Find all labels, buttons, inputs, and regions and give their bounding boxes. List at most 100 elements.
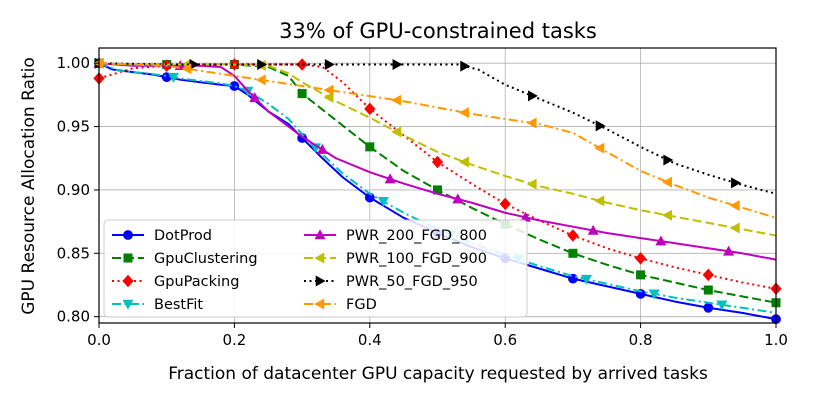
series-line [98, 62, 777, 237]
x-tick-label: 0.4 [358, 331, 382, 349]
x-tick-label: 0.8 [629, 331, 653, 349]
legend-marker [314, 298, 325, 310]
data-point [384, 173, 396, 184]
legend-marker [315, 275, 326, 287]
data-point [703, 285, 713, 295]
data-point [594, 142, 605, 154]
data-point [296, 58, 308, 71]
legend-label: GpuPacking [154, 274, 239, 290]
data-point [527, 90, 538, 102]
data-point [431, 155, 444, 169]
data-point [634, 252, 647, 265]
plot-frame [98, 47, 777, 324]
data-point [181, 63, 192, 75]
legend-item: GpuClustering [112, 251, 258, 267]
x-tick-label: 0.6 [493, 331, 517, 349]
series-line [98, 62, 777, 261]
data-point [323, 91, 334, 103]
data-point [391, 94, 402, 106]
y-tick-label: 0.80 [57, 308, 90, 326]
data-point [452, 193, 464, 204]
legend-label: DotProd [154, 228, 212, 244]
data-point [595, 120, 606, 132]
data-point [663, 154, 674, 166]
data-point [365, 142, 375, 152]
data-point [723, 245, 735, 256]
data-point [662, 209, 672, 221]
legend-item: FGD [304, 297, 377, 313]
data-point [731, 177, 741, 189]
x-tick-label: 0.2 [222, 331, 246, 349]
series-line [98, 63, 777, 290]
data-point [526, 117, 537, 129]
data-point [568, 248, 578, 258]
legend-label: FGD [346, 297, 377, 313]
data-point [662, 176, 672, 188]
legend-item: DotProd [112, 228, 212, 244]
data-point [702, 268, 714, 282]
data-point [392, 58, 403, 70]
data-point [648, 289, 660, 300]
data-point [323, 84, 334, 96]
legend-marker [123, 253, 133, 263]
data-point [167, 72, 179, 83]
legend-label: GpuClustering [154, 251, 258, 267]
data-point [391, 126, 402, 138]
data-point [729, 222, 740, 234]
series-line [98, 62, 777, 314]
y-tick-label: 0.90 [57, 181, 90, 199]
data-point [526, 178, 537, 190]
series-pwr-50-fgd-950 [94, 57, 777, 195]
legend-label: PWR_50_FGD_950 [346, 274, 478, 290]
data-point [499, 197, 511, 211]
data-point [703, 302, 714, 313]
data-point [716, 300, 728, 311]
data-point [460, 60, 471, 72]
data-point [257, 58, 268, 70]
data-point [580, 274, 592, 285]
data-point [316, 144, 328, 154]
series-line [98, 62, 777, 219]
legend-marker [314, 229, 326, 240]
legend-label: BestFit [154, 297, 203, 313]
chart-title: 33% of GPU-constrained tasks [279, 19, 597, 43]
series-fgd [93, 57, 777, 219]
legend-item: PWR_100_FGD_900 [304, 251, 487, 267]
data-point [364, 102, 376, 116]
legend-box [103, 219, 528, 318]
data-point [458, 107, 469, 119]
legend-item: PWR_50_FGD_950 [304, 274, 478, 290]
legend-item: BestFit [112, 297, 203, 313]
legend-item: PWR_200_FGD_800 [304, 228, 487, 244]
y-axis-label: GPU Resource Allocation Ratio [19, 57, 39, 315]
data-point [587, 224, 599, 235]
data-point [377, 197, 389, 207]
legend: DotProd GpuClustering GpuPacking BestFit PWR… [103, 219, 528, 318]
x-tick-label: 1.0 [764, 331, 788, 349]
legend-label: PWR_200_FGD_800 [346, 228, 487, 244]
data-point [249, 92, 261, 103]
data-point [636, 270, 646, 280]
data-point [729, 200, 740, 212]
series-group [93, 57, 782, 325]
data-point [458, 156, 469, 168]
x-tick-label: 0.0 [87, 331, 111, 349]
y-tick-label: 0.85 [57, 244, 90, 262]
legend-marker [122, 274, 134, 288]
legend-label: PWR_100_FGD_900 [346, 251, 487, 267]
legend-marker [123, 230, 133, 240]
data-point [255, 74, 266, 86]
data-point [297, 89, 307, 99]
x-axis-label: Fraction of datacenter GPU capacity requ… [168, 364, 708, 384]
data-point [594, 195, 605, 207]
legend-item: GpuPacking [112, 274, 239, 290]
data-point [655, 235, 667, 246]
axis-ticks: 0.0 0.2 0.4 0.6 0.8 1.0 0.80 0.85 0.90 0.95 1.00 [57, 54, 788, 349]
data-point [324, 58, 335, 70]
legend-marker [314, 252, 325, 264]
series-pwr-200-fgd-800 [93, 57, 777, 261]
series-pwr-100-fgd-900 [93, 57, 777, 237]
y-tick-label: 0.95 [57, 118, 90, 136]
legend-marker [122, 299, 134, 310]
